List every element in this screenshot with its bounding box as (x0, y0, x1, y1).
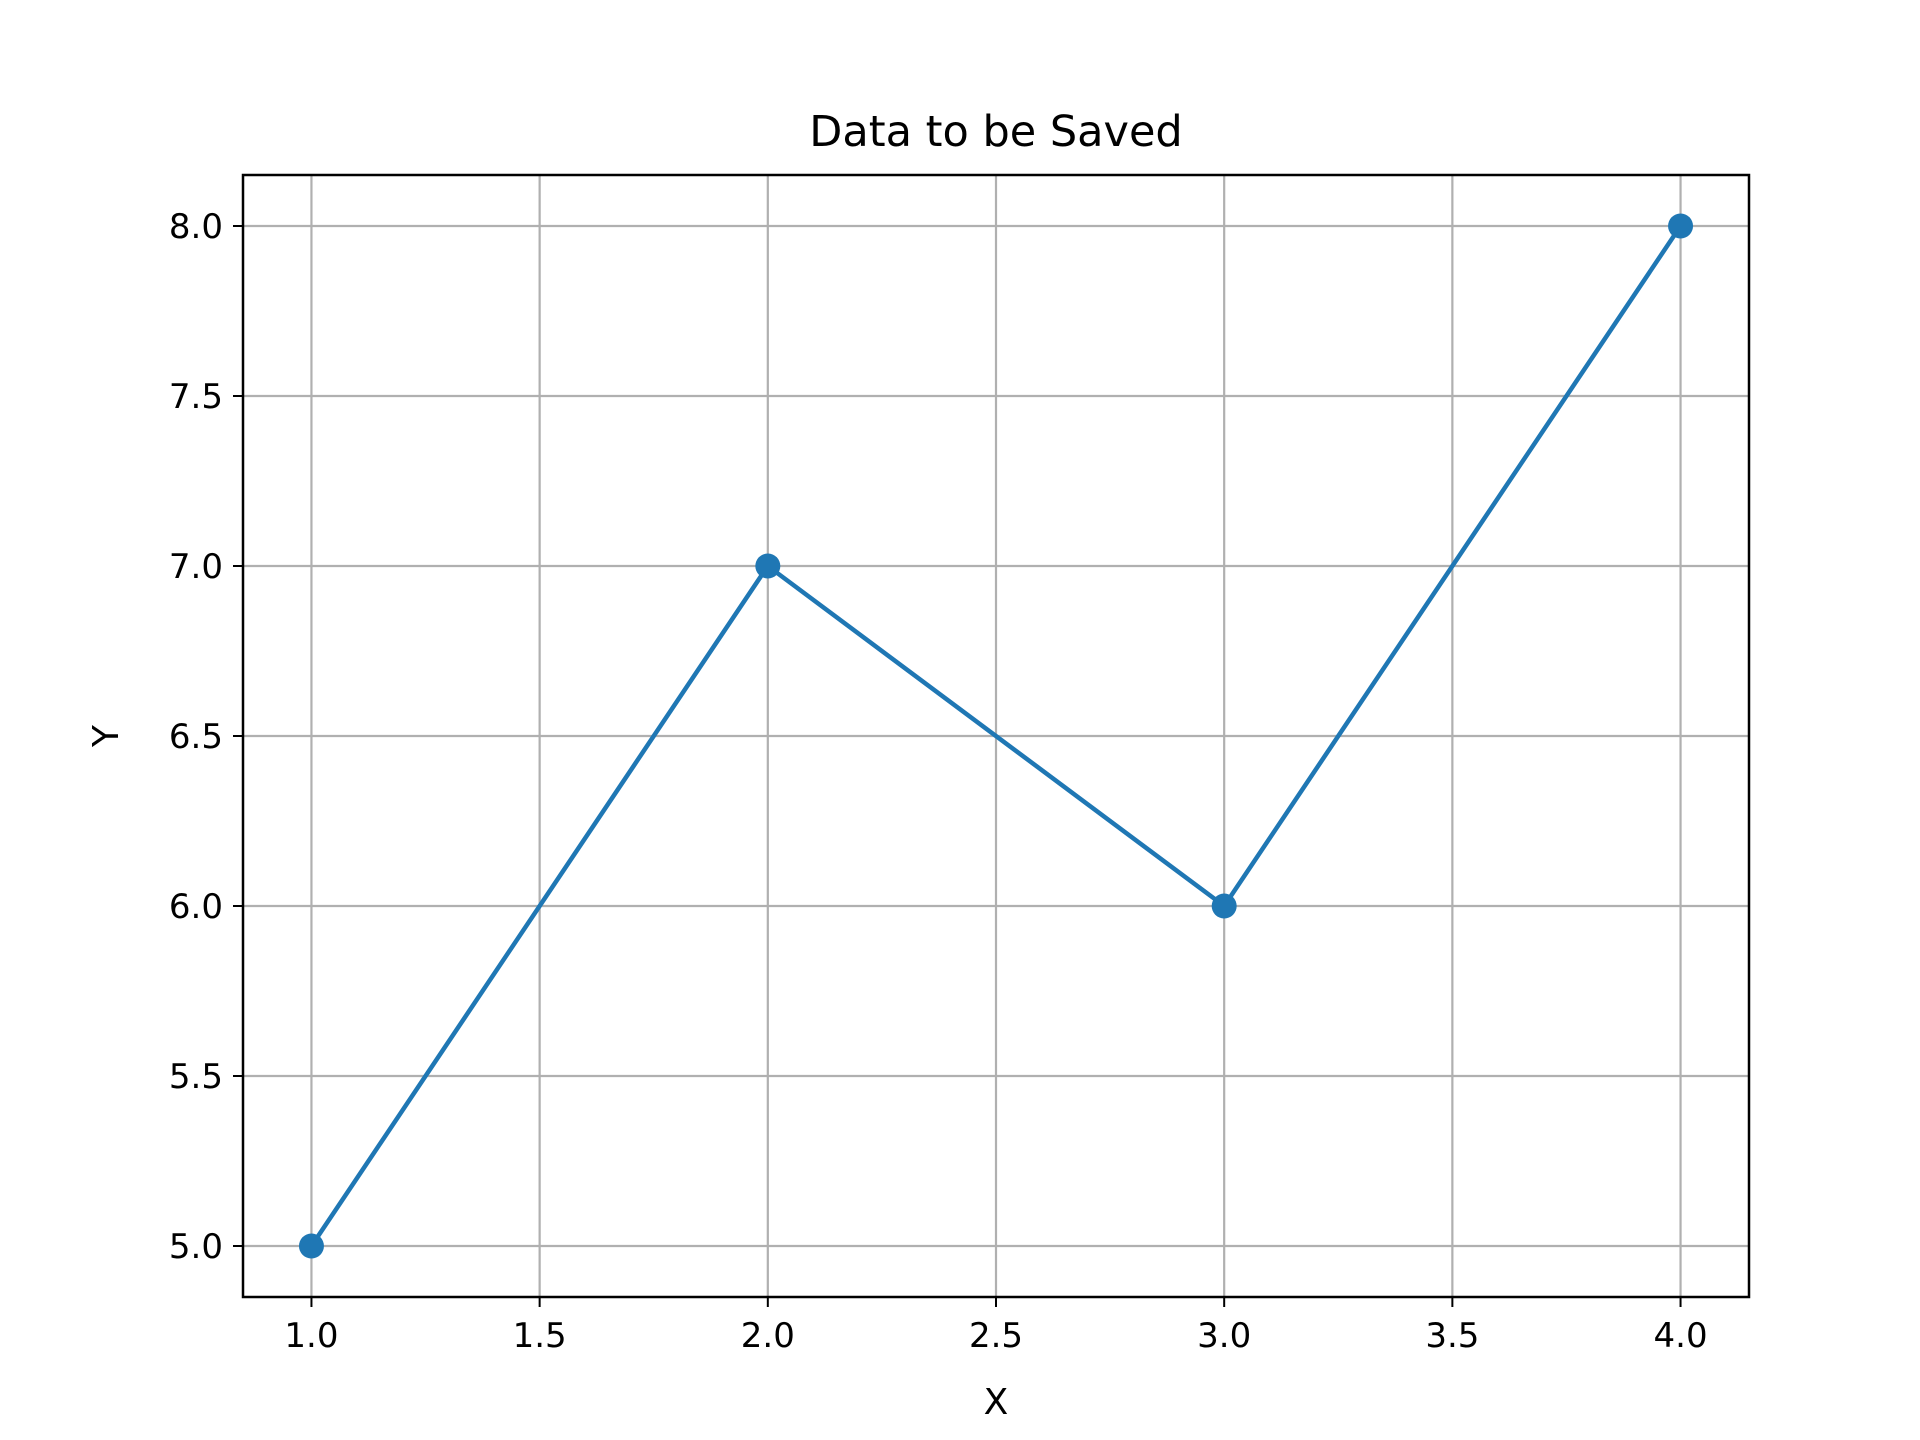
x-tick-label: 1.5 (513, 1316, 567, 1356)
y-tick-label: 6.5 (169, 717, 223, 757)
data-point (755, 553, 781, 579)
x-tick-label: 3.0 (1197, 1316, 1251, 1356)
grid (243, 175, 1749, 1297)
x-tick-label: 3.5 (1425, 1316, 1479, 1356)
chart-title: Data to be Saved (809, 107, 1182, 157)
y-tick-label: 6.0 (169, 887, 223, 927)
x-tick-label: 4.0 (1654, 1316, 1708, 1356)
x-axis-title: X (984, 1382, 1009, 1423)
x-tick-label: 2.5 (969, 1316, 1023, 1356)
x-tick-label: 2.0 (741, 1316, 795, 1356)
y-tick-label: 7.0 (169, 547, 223, 587)
series-line (309, 223, 1683, 1249)
x-tick-label: 1.0 (284, 1316, 338, 1356)
y-tick-label: 7.5 (169, 377, 223, 417)
data-point (1211, 893, 1237, 919)
y-tick-label: 5.0 (169, 1227, 223, 1267)
y-tick-label: 5.5 (169, 1057, 223, 1097)
ticks: 1.0 1.5 2.0 2.5 3.0 3.5 4.0 5.0 5.5 6.0 6.5 7.0 7.5 8… (169, 207, 1708, 1356)
data-point (1668, 213, 1694, 239)
series-layer (298, 213, 1694, 1259)
y-tick-label: 8.0 (169, 207, 223, 247)
y-axis-title: Y (86, 724, 127, 748)
data-point (298, 1233, 324, 1259)
